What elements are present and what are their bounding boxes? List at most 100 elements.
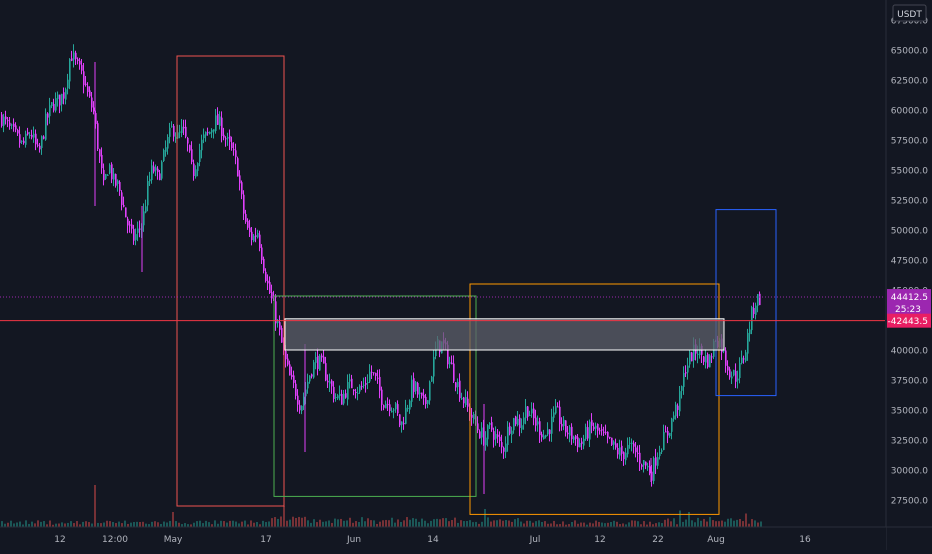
candle-body bbox=[513, 418, 515, 431]
candle-body bbox=[197, 163, 199, 171]
volume-bar bbox=[457, 522, 459, 527]
price-axis[interactable]: 27500.0 30000.0 32500.0 35000.0 37500.0 40000… bbox=[885, 0, 932, 550]
candle-body bbox=[461, 398, 463, 400]
volume-bar bbox=[97, 522, 99, 527]
candle-body bbox=[137, 228, 139, 233]
candle-body bbox=[661, 450, 663, 452]
volume-bar bbox=[676, 524, 678, 527]
volume-bar bbox=[82, 521, 84, 527]
volume-bar bbox=[259, 524, 261, 527]
candle-body bbox=[41, 136, 43, 148]
volume-bar bbox=[433, 519, 435, 527]
orange-box[interactable] bbox=[469, 283, 720, 515]
volume-bar bbox=[586, 524, 588, 527]
time-tick-label: 16 bbox=[799, 535, 811, 545]
blue-box[interactable] bbox=[715, 209, 777, 397]
volume-bar bbox=[622, 523, 624, 527]
volume-bar bbox=[10, 520, 12, 527]
volume-bar bbox=[355, 521, 357, 527]
volume-bar bbox=[43, 521, 45, 527]
candle-body bbox=[49, 105, 51, 117]
candle-body bbox=[279, 322, 281, 330]
candle-body bbox=[123, 205, 125, 207]
volume-bar bbox=[625, 524, 627, 527]
candle-body bbox=[507, 426, 509, 446]
white-zone[interactable] bbox=[284, 318, 725, 351]
candle-body bbox=[487, 425, 489, 440]
time-tick-label: 12 bbox=[594, 535, 605, 545]
volume-bar bbox=[292, 516, 294, 527]
candle-body bbox=[733, 369, 735, 376]
candle-body bbox=[495, 434, 497, 439]
volume-bar bbox=[667, 518, 669, 527]
candle-body bbox=[757, 294, 759, 306]
candle-body bbox=[519, 417, 521, 428]
volume-bar bbox=[451, 520, 453, 527]
candle-body bbox=[361, 386, 363, 388]
candle-body bbox=[549, 429, 551, 434]
volume-bar bbox=[370, 520, 372, 527]
candle-body bbox=[373, 372, 375, 374]
candle-body bbox=[241, 182, 243, 195]
volume-bar bbox=[505, 520, 507, 527]
candle-body bbox=[369, 371, 371, 382]
candle-body bbox=[295, 383, 297, 396]
red-box[interactable] bbox=[176, 55, 285, 507]
price-tick-label: 40000.0 bbox=[891, 347, 928, 357]
volume-bar bbox=[604, 523, 606, 527]
candle-body bbox=[473, 414, 475, 420]
volume-bar bbox=[373, 520, 375, 527]
candle-body bbox=[363, 384, 365, 386]
volume-bar bbox=[40, 521, 42, 527]
volume-bar bbox=[28, 523, 30, 527]
currency-badge[interactable] bbox=[892, 4, 927, 22]
time-tick-label: 14 bbox=[427, 535, 439, 545]
candle-body bbox=[601, 429, 603, 431]
candle-body bbox=[453, 363, 455, 382]
candle-body bbox=[173, 125, 175, 137]
price-tick-label: 52500.0 bbox=[891, 197, 928, 207]
volume-bar bbox=[637, 521, 639, 527]
candle-body bbox=[255, 235, 257, 237]
volume-bar bbox=[25, 520, 27, 527]
volume-bar bbox=[118, 521, 120, 527]
candle-body bbox=[409, 400, 411, 410]
candle-body bbox=[95, 113, 97, 125]
candle-body bbox=[91, 97, 93, 108]
volume-bar bbox=[334, 518, 336, 527]
candle-body bbox=[329, 381, 331, 384]
volume-bar bbox=[490, 521, 492, 527]
candle-body bbox=[603, 431, 605, 433]
price-tick-label: 55000.0 bbox=[891, 167, 928, 177]
candle-body bbox=[555, 406, 557, 414]
candle-body bbox=[423, 395, 425, 398]
volume-bar bbox=[544, 521, 546, 527]
candle-body bbox=[271, 292, 273, 299]
candle-body bbox=[427, 400, 429, 404]
volume-bar bbox=[193, 522, 195, 527]
candle-body bbox=[429, 381, 431, 401]
candle-body bbox=[191, 149, 193, 162]
volume-bar bbox=[169, 520, 171, 527]
time-axis[interactable]: 12 12:00 May 17 Jun 14 Jul 12 22 Aug 16 bbox=[0, 526, 932, 550]
volume-bar bbox=[181, 524, 183, 527]
candle-body bbox=[113, 173, 115, 180]
candle-body bbox=[699, 346, 701, 355]
volume-bar bbox=[139, 521, 141, 527]
candle-body bbox=[401, 421, 403, 425]
candle-body bbox=[247, 220, 249, 228]
green-box[interactable] bbox=[273, 295, 477, 497]
drawing-overlays[interactable] bbox=[0, 55, 885, 515]
candle-body bbox=[237, 158, 239, 177]
candle-body bbox=[235, 150, 237, 158]
volume-bar bbox=[16, 522, 18, 527]
candle-body bbox=[385, 403, 387, 409]
candle-body bbox=[45, 113, 47, 140]
volume-bar bbox=[361, 517, 363, 527]
candle-body bbox=[663, 432, 665, 450]
candle-body bbox=[615, 443, 617, 448]
candle-body bbox=[145, 206, 147, 213]
volume-bar bbox=[628, 522, 630, 527]
candle-body bbox=[167, 136, 169, 149]
